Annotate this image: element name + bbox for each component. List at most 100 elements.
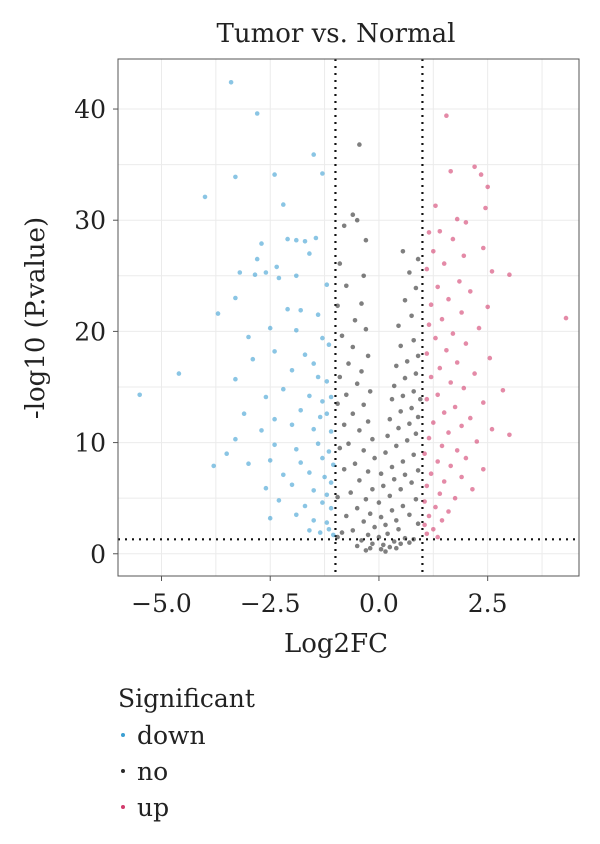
point-no [391, 383, 397, 389]
point-up [459, 310, 464, 315]
point-up [461, 385, 467, 391]
point-down [307, 251, 312, 256]
point-up [441, 410, 447, 415]
point-up [431, 420, 436, 425]
point-down [320, 500, 325, 505]
point-no [335, 494, 340, 500]
point-no [383, 522, 388, 528]
point-no [407, 540, 412, 545]
point-no [357, 142, 362, 147]
legend-marker-up [121, 805, 125, 809]
legend-item-up: up [118, 789, 255, 825]
point-down [302, 503, 308, 509]
point-no [361, 519, 367, 524]
point-up [426, 513, 432, 519]
point-up [459, 474, 464, 480]
point-down [254, 256, 260, 262]
point-no [378, 514, 384, 520]
point-no [389, 508, 395, 513]
y-tick-label: 10 [74, 429, 106, 458]
point-up [437, 365, 443, 371]
point-down [328, 480, 334, 485]
point-no [372, 455, 377, 461]
point-up [448, 169, 454, 174]
point-no [367, 511, 373, 516]
point-no [394, 545, 399, 551]
point-no [398, 409, 404, 414]
point-no [337, 261, 343, 266]
point-down [313, 235, 319, 241]
point-no [418, 396, 423, 402]
point-up [450, 236, 456, 242]
point-down [276, 275, 282, 281]
point-no [400, 503, 406, 509]
point-up [472, 164, 477, 170]
point-no [354, 543, 360, 549]
point-no [359, 369, 364, 374]
data-points [137, 80, 569, 554]
point-down [137, 392, 142, 398]
point-up [424, 531, 430, 537]
point-up [468, 289, 473, 294]
legend-marker-down [121, 733, 125, 737]
point-down [294, 328, 299, 333]
point-no [413, 371, 419, 376]
point-no [363, 548, 369, 553]
point-no [335, 303, 340, 309]
point-no [341, 422, 347, 428]
point-no [413, 431, 419, 437]
point-no [357, 478, 362, 483]
point-down [302, 352, 308, 358]
point-no [387, 493, 393, 499]
point-up [441, 479, 447, 484]
point-no [354, 217, 360, 223]
point-no [409, 313, 414, 319]
point-up [426, 435, 432, 441]
x-tick-label: −5.0 [131, 589, 192, 618]
point-down [289, 422, 295, 428]
point-no [402, 535, 408, 541]
point-no [365, 532, 371, 538]
point-down [317, 414, 323, 420]
point-up [457, 279, 462, 284]
point-up [474, 439, 480, 444]
point-no [365, 353, 371, 359]
point-down [320, 455, 325, 461]
point-no [407, 512, 412, 518]
point-up [422, 522, 427, 528]
point-up [446, 296, 451, 302]
point-no [335, 401, 340, 407]
point-up [468, 415, 473, 421]
point-down [289, 368, 295, 373]
point-up [446, 430, 451, 435]
y-axis-ticks: 0 10 20 30 40 [74, 95, 118, 569]
point-no [350, 212, 356, 217]
point-down [233, 174, 238, 180]
point-up [444, 113, 449, 118]
grid [118, 59, 579, 576]
point-down [324, 282, 330, 288]
point-up [424, 396, 430, 402]
point-down [267, 325, 273, 331]
point-no [398, 541, 404, 547]
point-no [339, 333, 345, 339]
legend-label-no: no [137, 756, 169, 786]
point-up [439, 443, 445, 449]
point-no [394, 518, 399, 523]
x-tick-label: 2.5 [468, 589, 508, 618]
point-up [428, 302, 434, 308]
point-up [422, 451, 427, 457]
point-up [448, 380, 454, 385]
point-down [285, 236, 290, 242]
point-down [311, 488, 317, 493]
point-down [317, 530, 323, 535]
point-no [361, 402, 367, 408]
point-no [361, 448, 367, 453]
point-no [400, 393, 406, 399]
point-no [357, 428, 362, 433]
point-up [426, 322, 432, 328]
point-down [237, 270, 243, 275]
point-no [335, 534, 340, 540]
point-no [383, 549, 388, 554]
point-down [302, 239, 308, 244]
